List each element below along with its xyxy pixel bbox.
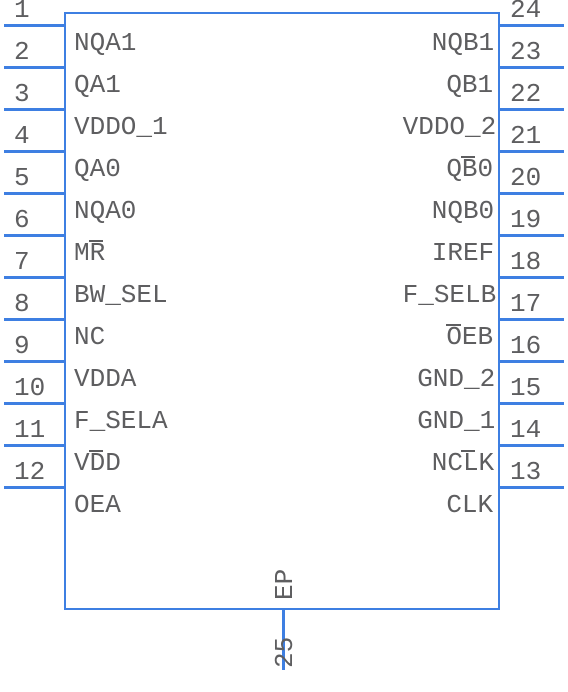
pin-number: 7 [14,249,30,275]
pin-number: 12 [14,459,45,485]
pin-label-right: F_SELB [403,282,490,308]
pin-label-left: MR [74,240,105,266]
pin-number: 21 [510,123,541,149]
pin-label-left: NQA1 [74,30,136,56]
pin-number: 15 [510,375,541,401]
pin-number: 11 [14,417,45,443]
pin-line-left [4,276,64,279]
pin-number: 10 [14,375,45,401]
pin-label-left: QA1 [74,72,121,98]
pin-label-right: NCLK [432,450,490,476]
ic-body [64,12,500,610]
negation-bar [89,450,104,452]
pin-label-right: IREF [432,240,490,266]
pin-number: 23 [510,39,541,65]
pin-number: 24 [510,0,541,23]
pin-label-left: NQA0 [74,198,136,224]
pin-number: 25 [272,637,298,668]
pin-number: 9 [14,333,30,359]
pin-label-left: VDD [74,450,121,476]
pin-number: 4 [14,123,30,149]
pin-label-right: NQB0 [432,198,490,224]
pin-line-left [4,66,64,69]
pin-label-left: BW_SEL [74,282,168,308]
pin-line-left [4,108,64,111]
pin-number: 8 [14,291,30,317]
pin-label-right: NQB1 [432,30,490,56]
pin-number: 5 [14,165,30,191]
pin-label-right: QB0 [446,156,490,182]
negation-bar [461,156,476,158]
pin-number: 3 [14,81,30,107]
negation-bar [446,324,461,326]
pin-label-left: VDDO_1 [74,114,168,140]
pin-number: 13 [510,459,541,485]
pin-label-right: VDDO_2 [403,114,490,140]
pin-line-left [4,234,64,237]
pin-line-left [4,192,64,195]
pin-number: 19 [510,207,541,233]
negation-bar [89,240,104,242]
pin-line-left [4,360,64,363]
pin-number: 20 [510,165,541,191]
pin-label-left: QA0 [74,156,121,182]
pin-line-left [4,318,64,321]
pin-label-left: VDDA [74,366,136,392]
pin-label-left: OEA [74,492,121,518]
pin-number: 2 [14,39,30,65]
pin-label-bottom: EP [272,569,298,600]
pin-number: 22 [510,81,541,107]
pin-number: 1 [14,0,30,23]
pin-number: 14 [510,417,541,443]
negation-bar [461,450,476,452]
pin-number: 16 [510,333,541,359]
pin-label-right: CLK [446,492,490,518]
pin-line-left [4,150,64,153]
pin-label-left: NC [74,324,105,350]
pin-label-right: OEB [446,324,490,350]
pin-label-left: F_SELA [74,408,168,434]
pin-label-right: GND_2 [417,366,490,392]
pin-number: 6 [14,207,30,233]
pin-number: 17 [510,291,541,317]
pin-number: 18 [510,249,541,275]
pin-label-right: GND_1 [417,408,490,434]
ic-symbol: 1 NQA1 2 QA1 3 VDDO_1 4 QA0 5 NQA0 6 MR 7 BW_SEL 8 NC 9 V… [0,0,568,692]
pin-line-left [4,24,64,27]
pin-label-right: QB1 [446,72,490,98]
